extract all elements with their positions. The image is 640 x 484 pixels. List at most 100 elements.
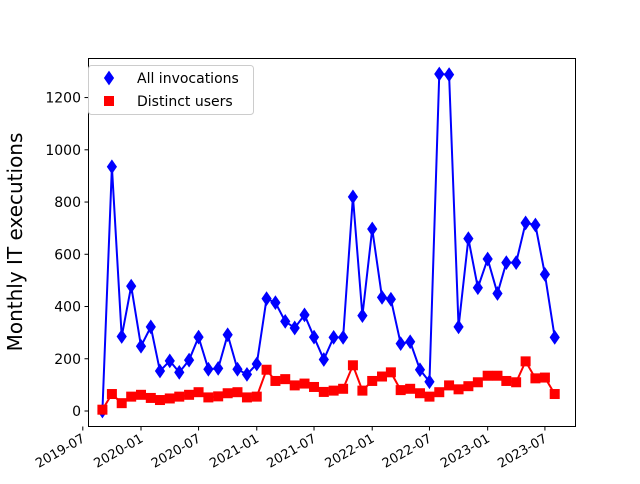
x-tick-label: 2022-07 (380, 431, 435, 471)
x-tick-label: 2023-07 (495, 431, 550, 471)
data-point (183, 352, 195, 368)
data-point (357, 308, 368, 324)
legend-square-marker (104, 96, 114, 106)
y-tick-label: 0 (72, 404, 81, 420)
data-point (549, 329, 560, 345)
data-point (116, 329, 127, 344)
x-tick-label: 2019-07 (33, 431, 88, 471)
series-distinct-users (97, 356, 560, 415)
data-point (414, 362, 426, 378)
x-tick-label: 2020-01 (91, 431, 146, 471)
data-point (203, 361, 214, 377)
data-point (492, 286, 503, 301)
data-point (213, 361, 224, 376)
data-point (511, 377, 522, 388)
data-point (97, 404, 108, 415)
data-point (405, 334, 416, 350)
data-point (405, 383, 416, 394)
data-point (328, 329, 339, 345)
data-point (270, 295, 281, 310)
data-point (367, 375, 378, 386)
data-point (530, 373, 541, 384)
data-point (241, 392, 252, 403)
data-point (338, 383, 349, 394)
data-point (539, 267, 551, 282)
data-point (184, 389, 195, 400)
data-point (482, 251, 493, 267)
data-point (241, 367, 253, 382)
data-point (463, 231, 474, 246)
x-tick-label: 2021-07 (264, 431, 319, 471)
data-point (232, 361, 243, 377)
legend-diamond-marker (103, 70, 115, 86)
data-point (308, 329, 320, 345)
y-tick-label: 800 (54, 195, 81, 211)
data-point (106, 389, 117, 400)
data-point (492, 370, 503, 381)
data-point (135, 338, 147, 354)
data-point (549, 389, 560, 400)
x-tick-label: 2023-01 (438, 431, 493, 471)
data-point (377, 371, 388, 382)
data-point (424, 374, 435, 390)
data-point (328, 385, 339, 396)
data-point (472, 280, 483, 296)
data-point (154, 395, 165, 406)
data-point (444, 380, 455, 391)
data-point (251, 391, 262, 402)
data-point (395, 336, 406, 351)
data-point (338, 329, 349, 345)
data-point (395, 385, 406, 396)
y-axis-label: Monthly IT executions (3, 133, 27, 352)
data-point (501, 375, 512, 386)
data-point (270, 375, 281, 386)
data-point (193, 329, 204, 345)
data-point (145, 392, 156, 403)
data-point (116, 398, 127, 409)
series-all-invocations (97, 66, 560, 419)
x-tick-label: 2022-01 (323, 431, 378, 471)
data-point (453, 319, 464, 335)
data-point (482, 370, 493, 381)
data-point (376, 289, 388, 305)
data-point (309, 381, 320, 392)
data-point (222, 327, 233, 343)
x-tick-label: 2020-07 (149, 431, 204, 471)
data-point (501, 255, 512, 271)
data-point (347, 189, 359, 205)
data-point (145, 319, 156, 335)
data-point (520, 215, 531, 231)
legend-label: All invocations (137, 71, 239, 87)
data-point (299, 378, 310, 389)
data-point (530, 217, 541, 233)
data-point (472, 377, 483, 388)
data-point (174, 364, 185, 380)
data-point (463, 381, 474, 392)
data-point (164, 353, 175, 369)
legend-label: Distinct users (137, 94, 233, 110)
data-point (154, 363, 166, 379)
data-point (539, 372, 550, 383)
y-tick-label: 200 (54, 352, 81, 368)
data-point (443, 67, 455, 82)
data-point (520, 356, 531, 367)
data-point (424, 391, 435, 402)
data-point (106, 159, 118, 175)
data-point (203, 392, 214, 403)
data-point (222, 388, 233, 399)
data-point (232, 387, 243, 398)
data-point (289, 380, 300, 391)
data-point (280, 314, 291, 329)
data-point (367, 221, 378, 237)
legend: All invocations Distinct users (88, 65, 254, 115)
y-tick-label: 1200 (45, 91, 81, 107)
data-point (434, 66, 445, 82)
data-point (434, 387, 445, 398)
x-tick-label: 2021-01 (207, 431, 262, 471)
data-point (136, 389, 146, 400)
data-point (347, 360, 358, 371)
y-tick-label: 600 (54, 247, 81, 263)
data-point (193, 387, 204, 398)
data-point (385, 367, 396, 378)
